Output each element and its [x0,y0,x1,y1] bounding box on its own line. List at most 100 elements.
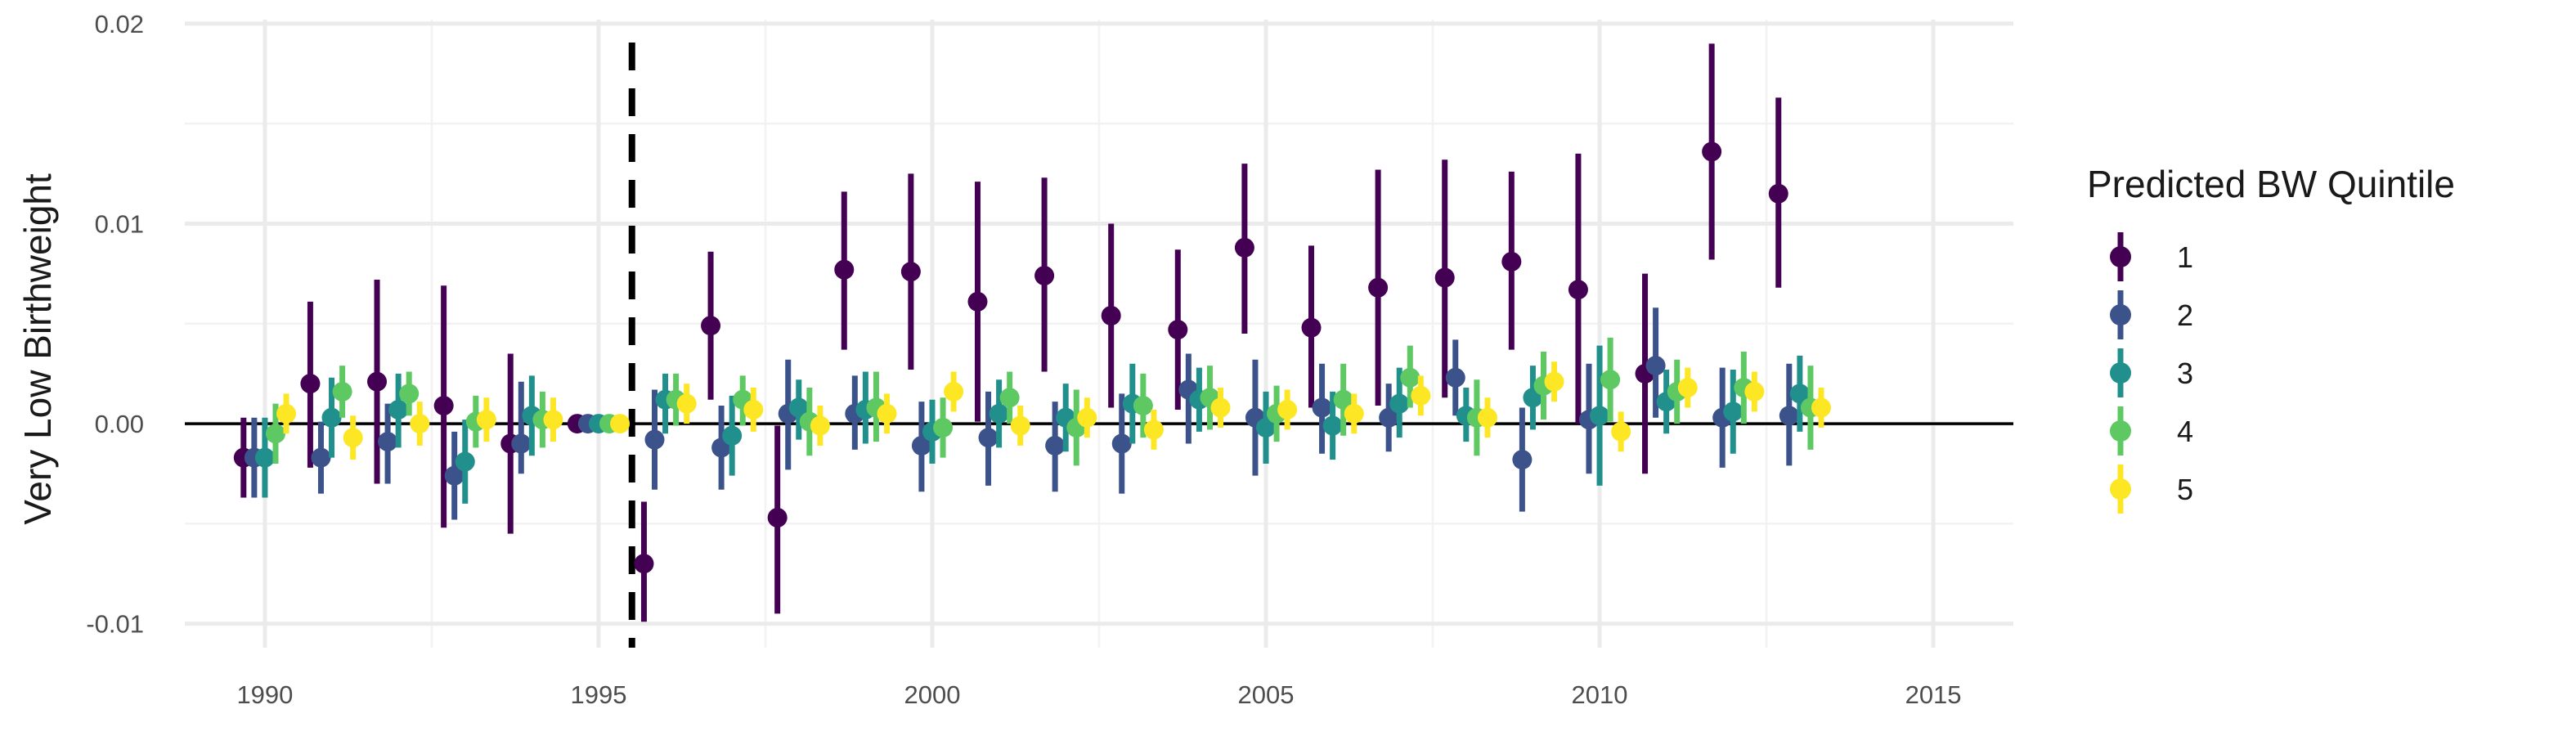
data-point [1256,417,1277,438]
data-point [967,291,988,312]
data-point [1400,367,1420,388]
data-point [644,429,665,450]
data-point [1411,385,1431,406]
data-point [1312,397,1332,418]
data-point [911,435,931,456]
data-point [1744,381,1765,402]
data-point [1010,415,1030,436]
data-point [1568,280,1588,300]
legend: Predicted BW Quintile 1 2 3 4 5 [2087,163,2455,514]
legend-key-point [2110,362,2131,384]
data-point [1168,320,1188,340]
x-tick-label: 2000 [904,680,961,709]
data-point [1045,435,1066,456]
y-tick-label: 0.00 [95,410,144,438]
legend-key-point [2110,246,2131,267]
data-point [1277,399,1298,420]
data-point [1768,183,1788,204]
data-point [1811,397,1831,418]
data-point [1101,305,1121,325]
data-point [1379,407,1399,428]
series-group-1 [233,43,1788,622]
data-point [1779,406,1799,426]
x-axis-ticks: 1990 1995 2000 2005 2010 2015 [236,680,1961,709]
data-point [676,393,697,414]
data-point [900,262,921,282]
data-point [1143,420,1164,440]
data-point [455,451,475,472]
data-point [1445,367,1465,388]
legend-label: 5 [2177,473,2193,506]
data-point [1702,141,1722,162]
data-point [265,424,285,444]
series-group-5 [276,361,1831,460]
data-point [1611,421,1631,442]
data-point [1677,378,1698,398]
data-point [1477,407,1497,428]
data-point [378,432,398,452]
data-point [1210,397,1231,418]
data-point [1544,371,1564,392]
data-point [1077,407,1097,428]
data-point [254,447,275,468]
legend-key-point [2110,420,2131,442]
legend-label: 3 [2177,357,2193,390]
data-point [1111,433,1132,454]
x-tick-label: 2005 [1238,680,1295,709]
data-point [1301,317,1322,338]
data-point [367,371,388,392]
data-point [1344,403,1364,424]
data-point [1234,237,1254,258]
data-point [1333,389,1353,410]
data-point [1322,415,1343,436]
data-point [300,374,321,394]
data-point [634,554,654,574]
y-tick-label: 0.01 [95,209,144,238]
data-point [1434,267,1455,288]
data-point [388,399,409,420]
legend-label: 4 [2177,415,2193,448]
data-point [1389,393,1410,414]
x-tick-label: 1990 [236,680,293,709]
legend-key-point [2110,304,2131,325]
data-point [767,508,788,528]
legend-item-4: 4 [2110,406,2193,456]
data-point [410,414,430,434]
legend-label: 2 [2177,298,2193,332]
data-point [810,415,830,436]
data-point [933,417,954,438]
data-point [1512,450,1533,470]
data-point [311,447,331,468]
y-axis-ticks: -0.01 0.00 0.01 0.02 [86,10,144,639]
legend-item-5: 5 [2110,464,2193,514]
data-point [1368,277,1389,298]
data-point [399,384,420,404]
data-point [433,396,454,416]
data-point [978,428,999,448]
data-point [1501,251,1522,272]
data-point [877,403,897,424]
data-point [944,381,964,402]
legend-title: Predicted BW Quintile [2087,163,2455,205]
data-point [1723,402,1744,422]
y-tick-label: -0.01 [86,610,144,639]
data-point [543,410,563,430]
data-point [1034,266,1055,286]
y-tick-label: 0.02 [95,10,144,38]
y-axis-title: Very Low Birthweight [16,173,59,525]
series-group-2 [244,307,1799,520]
x-tick-label: 1995 [570,680,626,709]
data-point [743,399,764,420]
x-tick-label: 2010 [1572,680,1628,709]
data-marks [233,43,1831,622]
data-point [989,403,1009,424]
data-point [999,388,1020,408]
legend-item-2: 2 [2110,290,2193,339]
data-point [511,433,532,454]
data-point [722,425,743,446]
legend-item-3: 3 [2110,348,2193,397]
x-tick-label: 2015 [1905,680,1962,709]
data-point [476,410,496,430]
data-point [1133,396,1153,416]
